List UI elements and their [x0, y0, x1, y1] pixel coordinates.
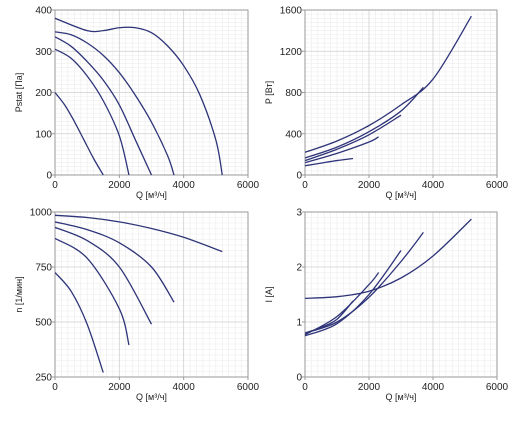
- grid: [305, 212, 497, 377]
- series-line-3: [305, 250, 402, 337]
- x-tick-label: 2000: [358, 180, 381, 191]
- series-line-5: [55, 272, 104, 373]
- y-tick-label: 750: [35, 263, 52, 274]
- plot-frame: [54, 211, 249, 378]
- grid: [55, 212, 248, 377]
- series-line-1: [55, 214, 223, 253]
- chart-top-right: 0 2000 4000 6000 0 400 800 1200 1600 Q [м³/ч] P [В…: [264, 6, 509, 201]
- series-line-4: [55, 48, 130, 176]
- y-axis-label: I [A]: [264, 286, 274, 302]
- y-tick-label: 3: [296, 208, 302, 219]
- chart-top-left: 0 2000 4000 6000 0 100 200 300 400 Q [м³/ч] Pstat …: [14, 6, 260, 201]
- x-tick-label: 4000: [422, 382, 445, 393]
- y-tick-label: 0: [46, 171, 52, 182]
- y-tick-label: 1000: [30, 208, 53, 219]
- series-line-4: [55, 237, 130, 346]
- x-tick-label: 4000: [173, 180, 196, 191]
- y-axis-label: P [Вт]: [264, 81, 274, 104]
- series-line-2: [305, 86, 424, 159]
- y-tick-label: 300: [35, 47, 52, 58]
- series-line-5: [305, 300, 354, 334]
- series-line-3: [305, 114, 402, 162]
- x-axis-label: Q [м³/ч]: [136, 392, 167, 402]
- x-tick-label: 0: [52, 180, 58, 191]
- x-axis-label: Q [м³/ч]: [386, 190, 417, 200]
- y-axis-label: Pstat [Па]: [14, 73, 24, 113]
- series-line-2: [55, 221, 175, 303]
- y-tick-label: 1200: [280, 47, 303, 58]
- y-tick-label: 100: [35, 129, 52, 140]
- y-tick-label: 500: [35, 318, 52, 329]
- series-line-3: [55, 36, 153, 176]
- chart-bottom-left: 0 2000 4000 6000 250 500 750 1000 Q [м³/ч] n [1/м…: [14, 208, 260, 403]
- series-line-5: [55, 92, 104, 176]
- x-tick-label: 2000: [358, 382, 381, 393]
- x-tick-label: 6000: [237, 180, 260, 191]
- plot-frame: [304, 211, 498, 378]
- series-line-2: [305, 231, 424, 334]
- x-tick-label: 6000: [486, 382, 509, 393]
- x-tick-label: 0: [302, 180, 308, 191]
- y-tick-label: 250: [35, 373, 52, 384]
- x-axis-label: Q [м³/ч]: [386, 392, 417, 402]
- series-line-4: [305, 272, 380, 336]
- y-tick-label: 200: [35, 88, 52, 99]
- y-axis-label: n [1/мин]: [14, 276, 24, 312]
- series-line-2: [55, 31, 175, 176]
- series-line-1: [55, 17, 223, 176]
- y-tick-label: 0: [296, 171, 302, 182]
- y-tick-label: 400: [285, 129, 302, 140]
- grid: [55, 10, 248, 175]
- y-tick-label: 1600: [280, 6, 303, 17]
- series-line-3: [55, 226, 153, 325]
- series-line-1: [305, 15, 472, 153]
- x-tick-label: 6000: [486, 180, 509, 191]
- x-tick-label: 4000: [422, 180, 445, 191]
- x-tick-label: 4000: [173, 382, 196, 393]
- x-axis-label: Q [м³/ч]: [136, 190, 167, 200]
- x-tick-label: 2000: [108, 382, 131, 393]
- series-line-5: [305, 157, 354, 167]
- y-tick-label: 1: [296, 318, 302, 329]
- series-line-4: [305, 136, 379, 164]
- x-tick-label: 6000: [237, 382, 260, 393]
- y-tick-label: 400: [35, 6, 52, 17]
- y-tick-label: 2: [296, 263, 302, 274]
- series-line-1: [305, 218, 472, 299]
- y-tick-label: 0: [296, 373, 302, 384]
- grid: [305, 10, 497, 175]
- chart-bottom-right: 0 2000 4000 6000 0 1 2 3 Q [м³/ч] I [A]: [264, 208, 509, 403]
- x-tick-label: 0: [52, 382, 58, 393]
- x-tick-label: 2000: [108, 180, 131, 191]
- y-tick-label: 800: [285, 88, 302, 99]
- x-tick-label: 0: [302, 382, 308, 393]
